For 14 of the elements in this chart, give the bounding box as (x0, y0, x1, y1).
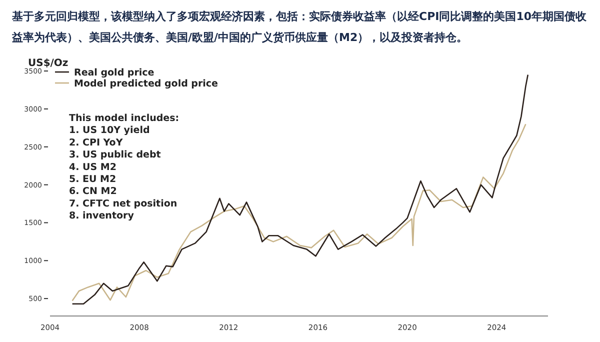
annotation: 3. US public debt (69, 150, 162, 161)
annotation: 4. US M2 (69, 162, 116, 173)
y-axis-title: US$/Oz (28, 58, 68, 69)
chart-title: 基于多元回归模型，该模型纳入了多项宏观经济因素，包括：实际债券收益率（以经CPI同比调整的美国10年期国债收益率为代表）、美国公共债务、美国/欧盟/中国的广义货币供应量（M2），以及投资者持仓。 (12, 9, 588, 46)
legend-label: Real gold price (74, 68, 154, 78)
annotation: This model includes: (69, 113, 180, 124)
legend-label: Model predicted gold price (74, 78, 218, 90)
annotation: 2. CPI YoY (69, 137, 123, 148)
annotation: 1. US 10Y yield (69, 125, 150, 136)
line-series (72, 123, 526, 302)
annotation: 6. CN M2 (69, 186, 117, 198)
annotation: 7. CFTC net position (69, 198, 178, 210)
annotation: 5. EU M2 (69, 174, 116, 185)
annotation: 8. inventory (69, 210, 135, 222)
